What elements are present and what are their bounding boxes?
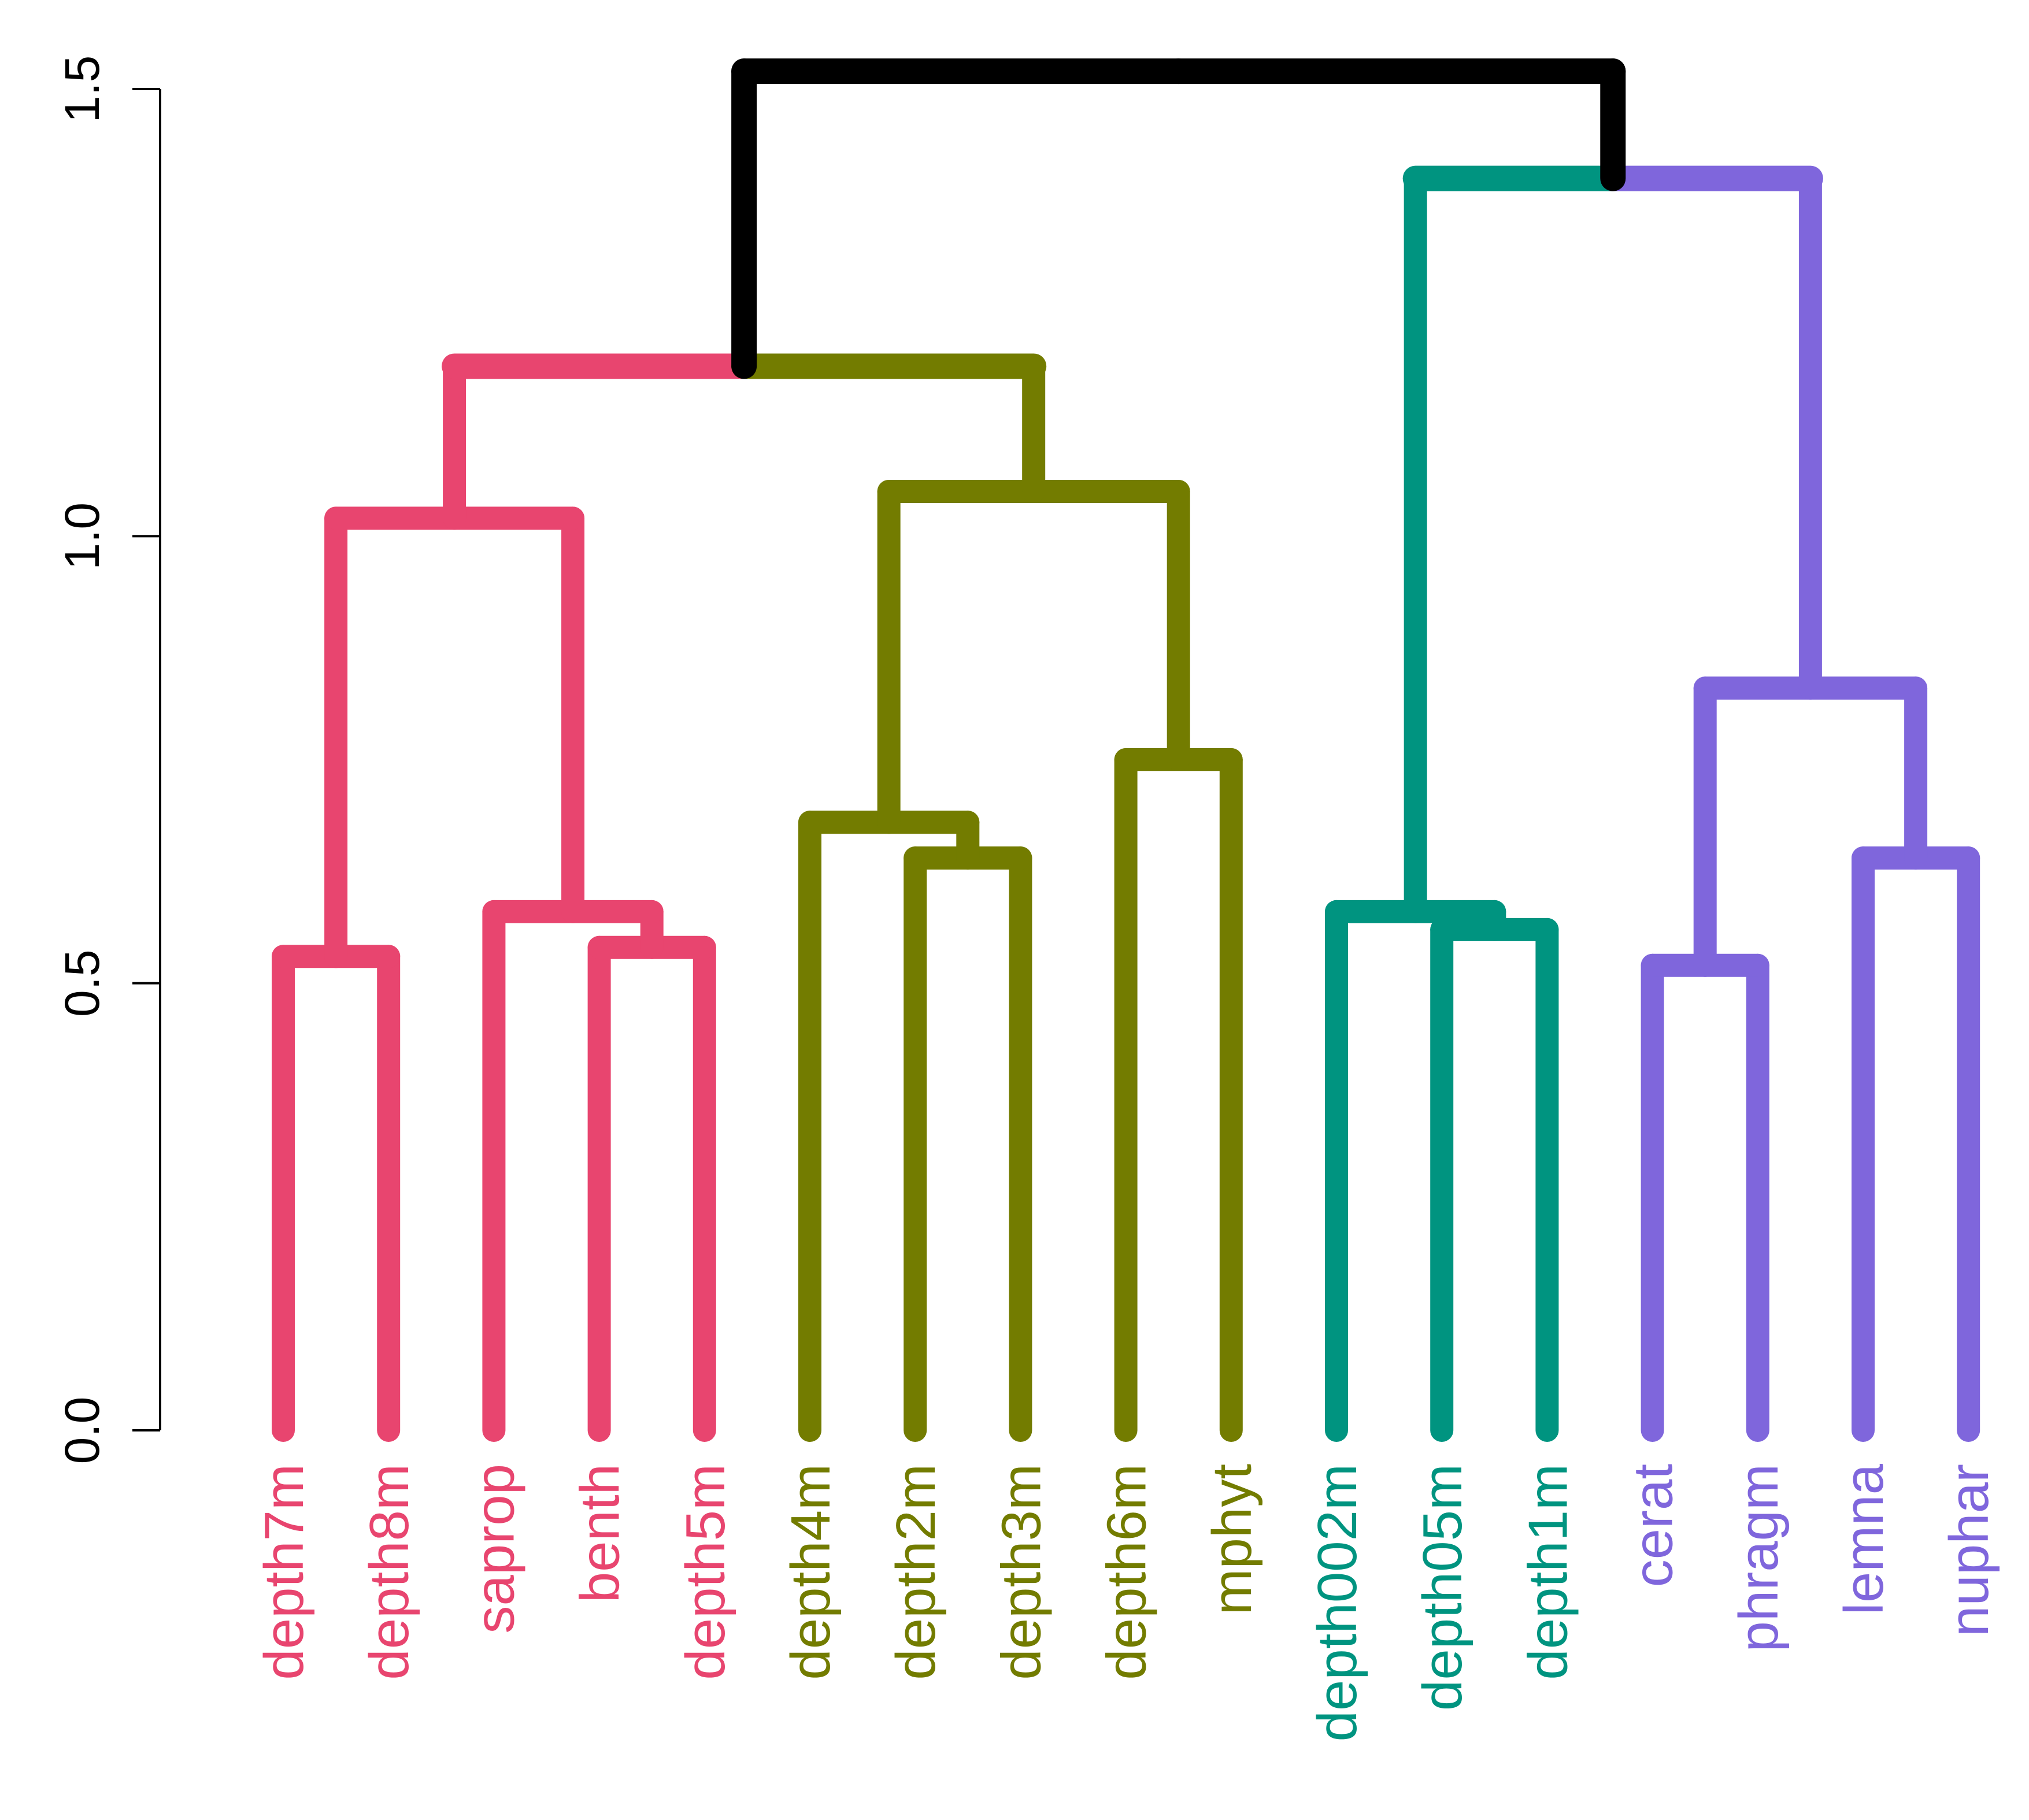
leaf-label-depth5m: depth5m <box>675 1464 736 1680</box>
leaf-label-depth2m: depth2m <box>885 1464 947 1680</box>
dendrogram-branches <box>272 58 1980 1442</box>
y-tick-label: 1.0 <box>55 502 109 570</box>
y-axis: 0.0 0.5 1.0 1.5 <box>55 56 161 1464</box>
leaf-label-depth8m: depth8m <box>358 1464 420 1680</box>
leaf-label-cerat: cerat <box>1623 1464 1684 1587</box>
leaf-label-depth002m: depth002m <box>1306 1464 1368 1741</box>
leaf-labels: depth7m depth8m saprop benth depth5m depth4m d… <box>253 1463 2000 1741</box>
leaf-label-depth6m: depth6m <box>1096 1464 1158 1680</box>
y-tick-label: 1.5 <box>55 56 109 123</box>
y-tick-label: 0.0 <box>55 1397 109 1464</box>
leaf-label-benth: benth <box>569 1464 631 1603</box>
leaf-label-depth7m: depth7m <box>253 1464 315 1680</box>
leaf-label-phragm: phragm <box>1728 1464 1790 1652</box>
leaf-label-depth4m: depth4m <box>780 1464 842 1680</box>
leaf-label-depth05m: depth05m <box>1412 1464 1473 1711</box>
leaf-label-mphyt: mphyt <box>1201 1464 1263 1615</box>
leaf-label-depth1m: depth1m <box>1517 1464 1579 1680</box>
leaf-label-saprop: saprop <box>464 1464 525 1634</box>
leaf-label-nuphar: nuphar <box>1938 1464 2000 1637</box>
leaf-label-lemna: lemna <box>1833 1463 1895 1615</box>
y-tick-label: 0.5 <box>55 949 109 1017</box>
leaf-label-depth3m: depth3m <box>990 1464 1052 1680</box>
